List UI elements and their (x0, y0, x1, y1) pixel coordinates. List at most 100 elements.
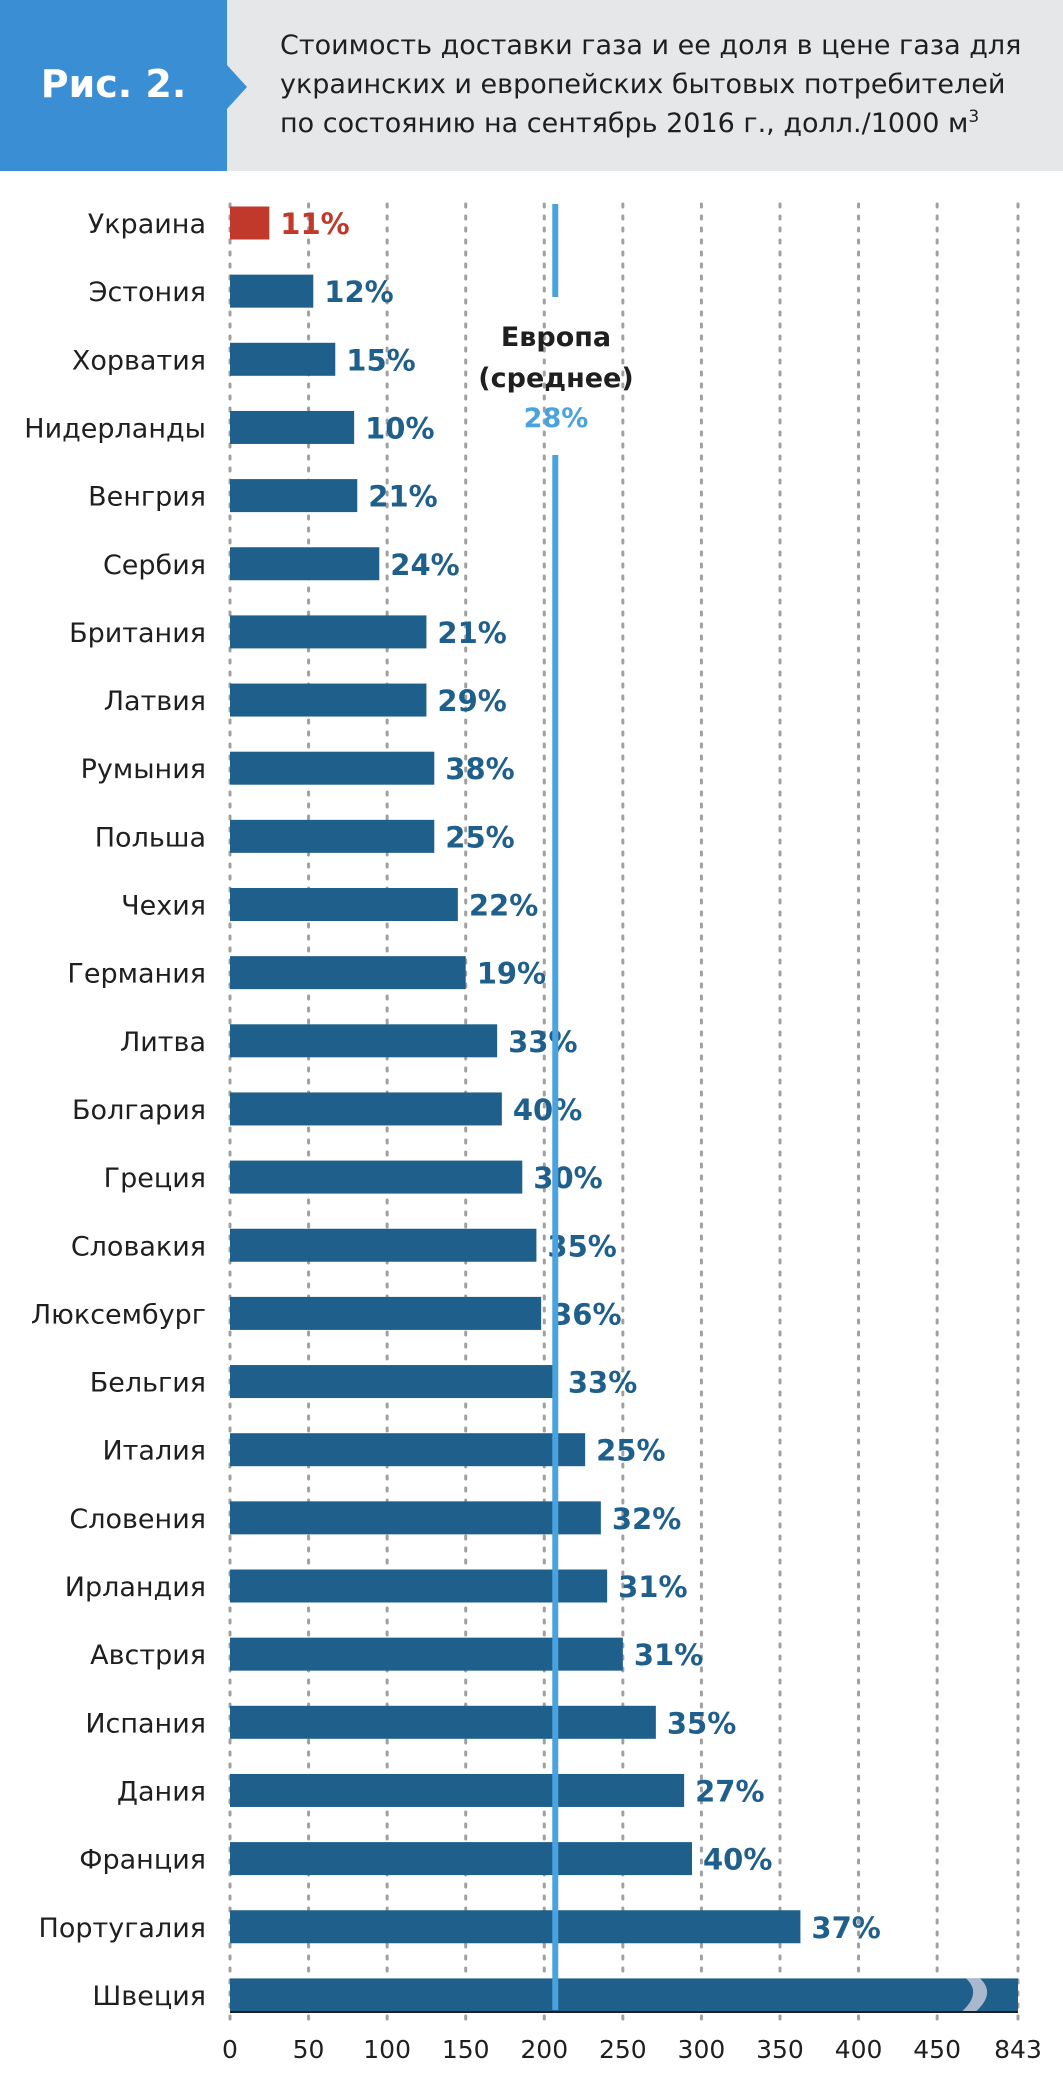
bar (230, 1978, 1018, 2012)
bar (230, 1569, 608, 1603)
category-label: Бельгия (90, 1368, 206, 1399)
bar (230, 888, 458, 921)
category-label: Болгария (72, 1095, 206, 1126)
category-label: Украина (88, 209, 206, 240)
figure-number: Рис. 2. (40, 62, 187, 106)
category-label: Литва (120, 1027, 206, 1058)
bar (230, 274, 314, 308)
value-label: 38% (445, 752, 514, 786)
bar (230, 479, 358, 513)
bar (230, 1092, 502, 1126)
x-tick-label: 300 (678, 2035, 726, 2064)
x-tick-label: 200 (520, 2035, 568, 2064)
value-label: 22% (469, 889, 538, 923)
title-line-3-text: по состоянию на сентябрь 2016 г., долл./… (280, 108, 969, 139)
value-label: 25% (596, 1434, 665, 1468)
value-label: 12% (324, 275, 393, 309)
average-label: (среднее) (478, 363, 633, 394)
bar (230, 1773, 685, 1807)
x-tick-label: 400 (835, 2035, 883, 2064)
x-tick-label: 450 (913, 2035, 961, 2064)
bar (230, 410, 355, 444)
figure-header: Рис. 2. Стоимость доставки газа и ее дол… (0, 0, 1063, 171)
bar (230, 1433, 586, 1467)
category-label: Люксембург (31, 1299, 206, 1330)
bar (230, 206, 270, 240)
value-label: 27% (695, 1774, 764, 1808)
figure-badge: Рис. 2. (0, 0, 227, 171)
title-line-1: Стоимость доставки газа и ее доля в цене… (280, 30, 1022, 61)
value-label: 11% (280, 207, 349, 241)
average-label: Европа (501, 322, 611, 353)
value-label: 33% (508, 1025, 577, 1059)
category-label: Португалия (39, 1913, 206, 1944)
category-label: Греция (104, 1163, 206, 1194)
value-label: 31% (634, 1638, 703, 1672)
title-line-2: украинских и европейских бытовых потреби… (280, 69, 1006, 100)
bar (230, 1296, 542, 1330)
category-label: Испания (85, 1708, 206, 1739)
value-label: 33% (568, 1366, 637, 1400)
bar (230, 1842, 692, 1876)
x-tick-label: 150 (442, 2035, 490, 2064)
value-label: 15% (346, 343, 415, 377)
bar (230, 1228, 537, 1262)
category-label: Румыния (81, 754, 206, 785)
bar (230, 956, 466, 990)
value-label: 35% (667, 1706, 736, 1740)
bar (230, 1365, 557, 1399)
value-label: 32% (612, 1502, 681, 1536)
x-tick-label: 843 (994, 2035, 1042, 2064)
x-tick-label: 350 (756, 2035, 804, 2064)
bar-chart: Украина 11% Эстония 12% Хорватия 15% Нидерланд… (24, 202, 1042, 2064)
title-superscript: 3 (968, 107, 980, 127)
badge-arrow (227, 65, 247, 109)
value-label: 29% (437, 684, 506, 718)
value-label: 37% (811, 1911, 880, 1945)
category-label: Нидерланды (24, 413, 206, 444)
bar (230, 683, 427, 717)
chart-title: Стоимость доставки газа и ее доля в цене… (280, 26, 1050, 143)
value-label: 21% (368, 480, 437, 514)
category-label: Чехия (121, 891, 206, 922)
bar (230, 1160, 523, 1194)
category-label: Хорватия (72, 345, 206, 376)
category-label: Словакия (71, 1231, 206, 1262)
value-label: 31% (618, 1570, 687, 1604)
x-tick-label: 100 (363, 2035, 411, 2064)
category-label: Эстония (89, 277, 206, 308)
x-tick-label: 0 (222, 2035, 238, 2064)
category-label: Франция (79, 1845, 206, 1876)
category-label: Германия (67, 959, 206, 990)
category-label: Италия (102, 1436, 206, 1467)
category-label: Венгрия (88, 482, 206, 513)
bar (230, 1705, 656, 1739)
category-label: Швеция (92, 1981, 206, 2012)
value-label: 25% (445, 820, 514, 854)
value-label: 19% (477, 957, 546, 991)
category-label: Ирландия (65, 1572, 206, 1603)
category-label: Польша (95, 822, 206, 853)
x-tick-label: 250 (599, 2035, 647, 2064)
axis-break-mark (962, 1978, 988, 2012)
bar (230, 1910, 801, 1944)
title-line-3: по состоянию на сентябрь 2016 г., долл./… (280, 104, 1050, 143)
bar (230, 547, 380, 581)
average-value: 28% (524, 403, 589, 434)
bar (230, 1637, 623, 1671)
bar (230, 615, 427, 649)
value-label: 21% (437, 616, 506, 650)
value-label: 10% (365, 411, 434, 445)
bar (230, 1024, 498, 1058)
bar (230, 1501, 601, 1535)
value-label: 36% (552, 1297, 621, 1331)
x-tick-label: 50 (293, 2035, 325, 2064)
value-label: 35% (547, 1229, 616, 1263)
value-label: 30% (533, 1161, 602, 1195)
category-label: Австрия (90, 1640, 206, 1671)
value-label: 40% (703, 1843, 772, 1877)
bar (230, 819, 435, 853)
value-label: 40% (513, 1093, 582, 1127)
category-label: Дания (117, 1776, 206, 1807)
category-label: Латвия (104, 686, 206, 717)
